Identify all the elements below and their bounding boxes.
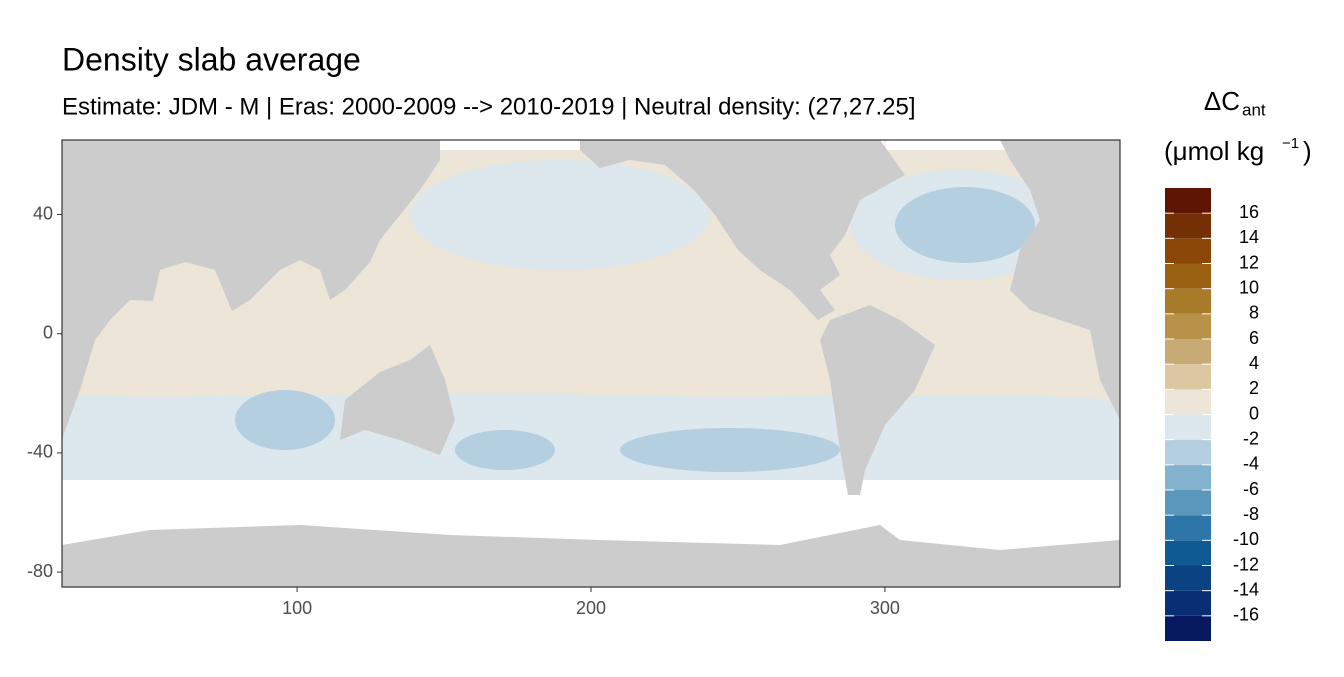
colorbar-label: 6 — [1249, 328, 1259, 348]
y-tick-label: 40 — [33, 203, 53, 223]
legend-title: ΔC — [1204, 86, 1240, 116]
colorbar-label: 0 — [1249, 403, 1259, 423]
x-tick-label: 100 — [282, 598, 312, 618]
colorbar-label: -16 — [1233, 605, 1259, 625]
colorbar-bin — [1165, 188, 1211, 214]
map — [62, 140, 1120, 587]
colorbar-bin — [1165, 540, 1211, 566]
colorbar-bin — [1165, 263, 1211, 289]
colorbar-bin — [1165, 490, 1211, 516]
north-america — [580, 140, 905, 320]
colorbar-label: -10 — [1233, 529, 1259, 549]
y-tick-label: 0 — [43, 322, 53, 342]
colorbar-bin — [1165, 515, 1211, 541]
ocean-tasman-core — [455, 430, 555, 470]
ocean-north-pacific — [410, 160, 710, 270]
colorbar-bin — [1165, 339, 1211, 365]
y-tick-label: -80 — [27, 561, 53, 581]
ocean-north-atlantic-core — [895, 187, 1035, 263]
legend-unit-close: ) — [1303, 136, 1312, 166]
colorbar-label: 8 — [1249, 303, 1259, 323]
colorbar-bin — [1165, 213, 1211, 239]
colorbar-label: 10 — [1239, 277, 1259, 297]
colorbar-label: 4 — [1249, 353, 1259, 373]
colorbar-label: 14 — [1239, 227, 1259, 247]
colorbar-bin — [1165, 288, 1211, 314]
chart-title: Density slab average — [62, 41, 361, 77]
ocean-indian-core — [235, 390, 335, 450]
colorbar-bin — [1165, 389, 1211, 415]
x-tick-label: 300 — [870, 598, 900, 618]
colorbar-label: -14 — [1233, 579, 1259, 599]
colorbar-label: -12 — [1233, 554, 1259, 574]
legend-unit: (μmol kg — [1164, 136, 1264, 166]
colorbar-label: -2 — [1243, 428, 1259, 448]
colorbar-bin — [1165, 364, 1211, 390]
australia — [340, 345, 455, 455]
land — [62, 140, 1120, 587]
colorbar-label: -4 — [1243, 454, 1259, 474]
legend-unit-superscript: −1 — [1282, 135, 1299, 152]
antarctica — [62, 525, 1120, 587]
colorbar-label: -6 — [1243, 479, 1259, 499]
colorbar-bin — [1165, 414, 1211, 440]
colorbar-bin — [1165, 590, 1211, 616]
colorbar-bin — [1165, 464, 1211, 490]
ocean-south — [62, 393, 1120, 493]
south-america — [820, 305, 935, 495]
colorbar-label: 2 — [1249, 378, 1259, 398]
chart-subtitle: Estimate: JDM - M | Eras: 2000-2009 --> … — [62, 93, 916, 120]
colorbar-label: -8 — [1243, 504, 1259, 524]
colorbar-bin — [1165, 238, 1211, 264]
colorbar: -16 -14 -12 -10 -8 -6 -4 -2 0 2 4 6 8 10 12 14 16 — [1165, 188, 1259, 641]
legend-title-subscript: ant — [1242, 100, 1266, 119]
colorbar-bin — [1165, 615, 1211, 641]
colorbar-label: 12 — [1239, 252, 1259, 272]
europe-africa — [1000, 140, 1120, 420]
colorbar-bin — [1165, 439, 1211, 465]
colorbar-bin — [1165, 565, 1211, 591]
colorbar-label: 16 — [1239, 202, 1259, 222]
y-tick-label: -40 — [27, 442, 53, 462]
colorbar-bin — [1165, 313, 1211, 339]
eurasia-africa — [62, 140, 440, 439]
x-tick-label: 200 — [576, 598, 606, 618]
ocean-south-pacific-core — [620, 428, 840, 472]
panel — [61, 139, 1121, 588]
